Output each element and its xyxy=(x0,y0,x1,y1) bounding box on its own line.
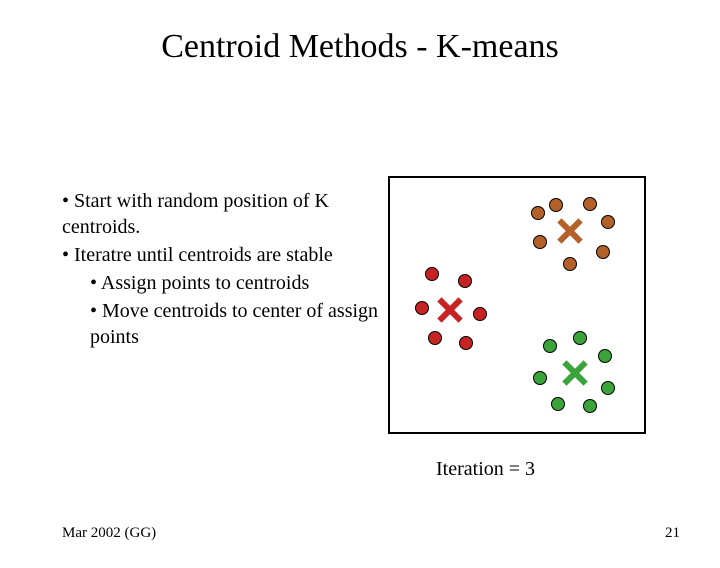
bullet-item: • Iteratre until centroids are stable xyxy=(62,242,392,268)
data-point xyxy=(531,206,545,220)
data-point xyxy=(551,397,565,411)
data-point xyxy=(415,301,429,315)
data-point xyxy=(596,245,610,259)
footer-date: Mar 2002 (GG) xyxy=(62,525,156,542)
page-number: 21 xyxy=(665,525,680,542)
bullet-item: • Assign points to centroids xyxy=(62,270,392,296)
data-point xyxy=(533,235,547,249)
centroid-marker xyxy=(437,297,463,323)
data-point xyxy=(543,339,557,353)
data-point xyxy=(601,381,615,395)
data-point xyxy=(549,198,563,212)
data-point xyxy=(473,307,487,321)
bullet-item: • Move centroids to center of assign poi… xyxy=(62,298,392,350)
data-point xyxy=(458,274,472,288)
data-point xyxy=(583,197,597,211)
data-point xyxy=(573,331,587,345)
data-point xyxy=(583,399,597,413)
data-point xyxy=(533,371,547,385)
data-point xyxy=(459,336,473,350)
data-point xyxy=(563,257,577,271)
bullet-list: • Start with random position of K centro… xyxy=(62,188,392,352)
centroid-marker xyxy=(557,218,583,244)
data-point xyxy=(428,331,442,345)
bullet-item: • Start with random position of K centro… xyxy=(62,188,392,240)
kmeans-diagram xyxy=(388,176,646,434)
data-point xyxy=(598,349,612,363)
iteration-label: Iteration = 3 xyxy=(436,458,535,481)
data-point xyxy=(425,267,439,281)
data-point xyxy=(601,215,615,229)
centroid-marker xyxy=(562,360,588,386)
page-title: Centroid Methods - K-means xyxy=(0,28,720,66)
